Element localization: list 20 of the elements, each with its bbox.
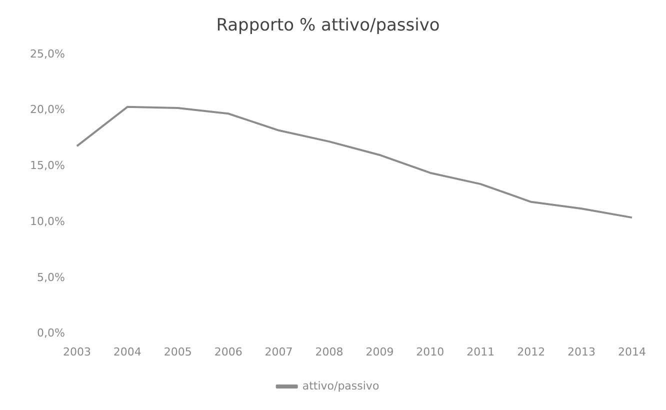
x-tick-label: 2009 xyxy=(366,345,394,358)
y-tick-label: 20,0% xyxy=(30,103,65,116)
x-tick-label: 2010 xyxy=(416,345,444,358)
legend-label: attivo/passivo xyxy=(302,379,380,392)
x-tick-label: 2013 xyxy=(568,345,596,358)
x-tick-label: 2011 xyxy=(466,345,495,358)
x-tick-label: 2005 xyxy=(164,345,192,358)
y-tick-label: 5,0% xyxy=(36,270,65,284)
x-tick-label: 2007 xyxy=(264,345,293,358)
x-tick-label: 2012 xyxy=(517,345,546,358)
y-tick-label: 0,0% xyxy=(36,326,65,340)
y-tick-label: 10,0% xyxy=(30,214,65,228)
chart-title: Rapporto % attivo/passivo xyxy=(216,16,440,36)
x-tick-label: 2014 xyxy=(618,345,646,358)
x-tick-label: 2006 xyxy=(214,345,242,358)
x-tick-label: 2003 xyxy=(62,345,91,358)
x-tick-label: 2008 xyxy=(315,345,344,358)
y-tick-label: 15,0% xyxy=(30,159,65,172)
y-tick-label: 25,0% xyxy=(30,47,65,60)
x-tick-label: 2004 xyxy=(113,345,142,358)
